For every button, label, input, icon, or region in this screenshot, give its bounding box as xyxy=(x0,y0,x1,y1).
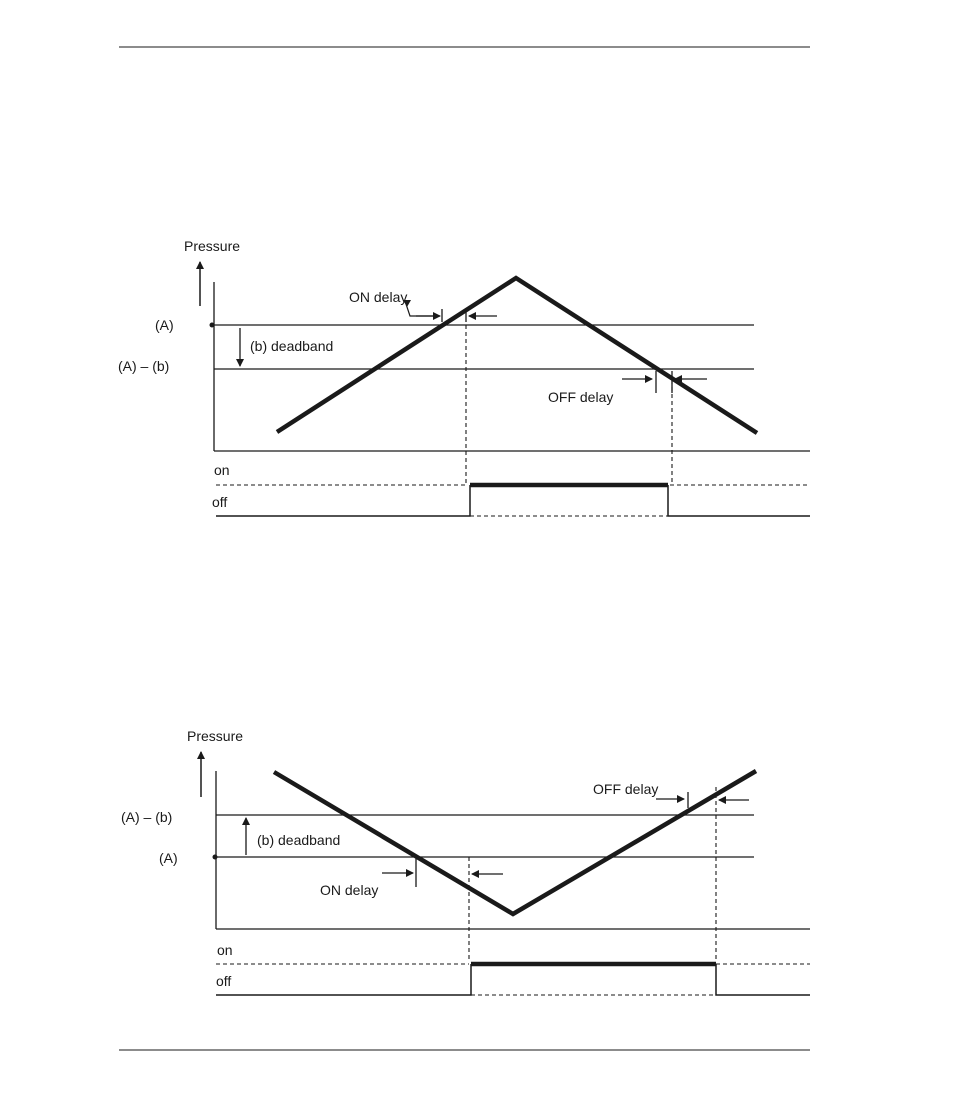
deadband-label: (b) deadband xyxy=(250,338,333,354)
level-a-label: (A) xyxy=(159,850,178,866)
off-delay-label: OFF delay xyxy=(548,389,613,405)
on-delay-pointer xyxy=(405,303,437,317)
deadband-label: (b) deadband xyxy=(257,832,340,848)
level-a-marker xyxy=(209,322,215,328)
state-on-label: on xyxy=(217,942,233,958)
on-delay-label: ON delay xyxy=(320,882,378,898)
level-a-label: (A) xyxy=(155,317,174,333)
state-on-label: on xyxy=(214,462,230,478)
level-a-marker xyxy=(212,854,218,860)
pressure-axis-label: Pressure xyxy=(184,238,240,254)
pressure-axis-label: Pressure xyxy=(187,728,243,744)
off-delay-label: OFF delay xyxy=(593,781,658,797)
on-delay-label: ON delay xyxy=(349,289,407,305)
diagram-bottom: Pressure (A) – (b) (A) (b) deadband ON d… xyxy=(121,728,810,996)
state-off-label: off xyxy=(216,973,231,989)
on-delay-pointer-head xyxy=(403,300,411,307)
state-off-label: off xyxy=(212,494,227,510)
switch-state-signal xyxy=(216,485,471,517)
switch-state-signal xyxy=(216,964,472,996)
diagram-top: Pressure (A) (A) – (b) (b) deadband ON d… xyxy=(118,238,810,517)
pressure-curve xyxy=(272,769,758,917)
switch-state-signal-end xyxy=(715,964,810,996)
switch-state-signal-end xyxy=(667,485,810,517)
level-a-minus-b-label: (A) – (b) xyxy=(121,809,172,825)
level-a-minus-b-label: (A) – (b) xyxy=(118,358,169,374)
